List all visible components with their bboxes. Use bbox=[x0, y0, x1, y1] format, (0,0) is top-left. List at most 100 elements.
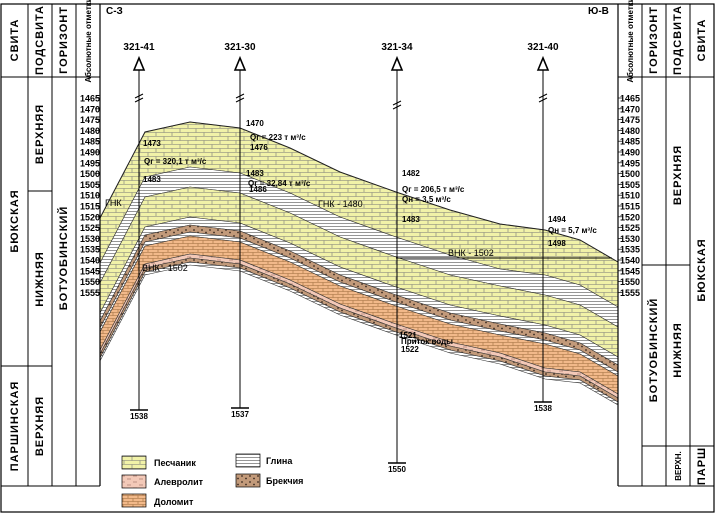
header-podsvita-left: ПОДСВИТА bbox=[34, 5, 46, 75]
left-svita-byukskaya: БЮКСКАЯ bbox=[9, 189, 21, 252]
well-marker-icon bbox=[390, 55, 404, 71]
well-label: 321-40 bbox=[527, 42, 559, 53]
depth-tick-left: 1465 bbox=[80, 94, 100, 104]
well-annotation: 1483 bbox=[143, 175, 161, 184]
direction-right: Ю-В bbox=[588, 6, 609, 17]
depth-tick-right: 1520 bbox=[620, 212, 640, 222]
well-marker-icon bbox=[132, 55, 146, 71]
depth-tick-right: 1500 bbox=[620, 169, 640, 179]
well-annotation: Qн = 5,7 м³/с bbox=[548, 226, 597, 235]
contact-vnk-left: ВНК - 1502 bbox=[142, 263, 188, 273]
depth-tick-right: 1550 bbox=[620, 277, 640, 287]
well-label: 321-30 bbox=[224, 42, 256, 53]
well-bottom-depth: 1537 bbox=[231, 410, 249, 419]
depth-tick-left: 1505 bbox=[80, 180, 100, 190]
well-321-40: 321-40 1538 1494 Qн = 5,7 м³/с 1498 bbox=[527, 42, 597, 413]
depth-tick-left: 1475 bbox=[80, 115, 100, 125]
legend-swatch-dolomite bbox=[121, 493, 147, 508]
right-svita-parsh: ПАРШ bbox=[696, 447, 708, 485]
fluid-contacts: ГНК ГНК - 1480 ВНК - 1502 ВНК - 1502 bbox=[105, 198, 612, 273]
header-svita-right: СВИТА bbox=[696, 19, 708, 62]
well-break-icon bbox=[538, 93, 548, 103]
legend-label-dolomite: Доломит bbox=[154, 497, 194, 507]
left-podsvita-upper-2: ВЕРХНЯЯ bbox=[34, 396, 46, 456]
depth-tick-left: 1510 bbox=[80, 191, 100, 201]
direction-left: С-З bbox=[106, 6, 123, 17]
right-podsvita-lower: НИЖНЯЯ bbox=[672, 322, 684, 378]
depth-tick-right: 1540 bbox=[620, 256, 640, 266]
well-annotation: 1483 bbox=[402, 215, 420, 224]
well-break-icon bbox=[134, 93, 144, 103]
contact-gnk-left: ГНК bbox=[105, 198, 122, 208]
well-321-41: 321-41 1538 1473 Qг = 320,1 т м³/с 1483 bbox=[123, 42, 206, 421]
well-marker-icon bbox=[536, 55, 550, 71]
well-annotation: 1522 bbox=[401, 345, 419, 354]
well-annotation: Приток воды bbox=[401, 337, 453, 346]
depth-tick-left: 1480 bbox=[80, 126, 100, 136]
depth-tick-right: 1530 bbox=[620, 234, 640, 244]
header-abs-left: Абсолютные отметки bbox=[84, 0, 93, 83]
left-gorizont-botuobinsky: БОТУОБИНСКИЙ bbox=[57, 206, 70, 311]
legend-swatch-clay bbox=[235, 453, 261, 468]
well-annotation: 1521 bbox=[399, 331, 417, 340]
right-podsvita-upper-short: ВЕРХН. bbox=[674, 451, 683, 480]
depth-tick-left: 1545 bbox=[80, 266, 100, 276]
depth-tick-left: 1535 bbox=[80, 245, 100, 255]
header-svita-left: СВИТА bbox=[9, 19, 21, 62]
header-podsvita-right: ПОДСВИТА bbox=[672, 5, 684, 75]
depth-tick-right: 1545 bbox=[620, 266, 640, 276]
depth-tick-right: 1490 bbox=[620, 148, 640, 158]
legend: Песчаник Глина Алевролит Брекчия Доломит bbox=[121, 453, 303, 508]
depth-tick-right: 1485 bbox=[620, 137, 640, 147]
depth-tick-right: 1505 bbox=[620, 180, 640, 190]
frame-lines bbox=[0, 3, 715, 513]
depth-tick-left: 1485 bbox=[80, 137, 100, 147]
legend-label-siltstone: Алевролит bbox=[154, 477, 204, 487]
depth-tick-right: 1465 bbox=[620, 94, 640, 104]
legend-label-breccia: Брекчия bbox=[266, 476, 303, 486]
left-podsvita-upper: ВЕРХНЯЯ bbox=[34, 104, 46, 164]
well-bottom-depth: 1538 bbox=[130, 412, 148, 421]
depth-tick-right: 1510 bbox=[620, 191, 640, 201]
well-annotation: 1483 bbox=[246, 169, 264, 178]
header-gorizont-right: ГОРИЗОНТ bbox=[648, 6, 660, 74]
well-annotation: 1470 bbox=[246, 119, 264, 128]
depth-tick-right: 1515 bbox=[620, 202, 640, 212]
depth-tick-left: 1490 bbox=[80, 148, 100, 158]
well-bottom-depth: 1550 bbox=[388, 465, 406, 474]
depth-tick-right: 1475 bbox=[620, 115, 640, 125]
well-break-icon bbox=[392, 100, 402, 110]
right-svita-byukskaya: БЮКСКАЯ bbox=[696, 238, 708, 301]
well-321-34: 321-34 1550 1482 Qг = 206,5 т м³/сQн = 3,5 … bbox=[381, 42, 464, 474]
contact-gnk-mid: ГНК - 1480 bbox=[318, 199, 363, 209]
well-break-icon bbox=[235, 93, 245, 103]
contact-vnk-right: ВНК - 1502 bbox=[448, 248, 494, 258]
header-gorizont-left: ГОРИЗОНТ bbox=[58, 6, 70, 74]
depth-tick-right: 1535 bbox=[620, 245, 640, 255]
depth-tick-right: 1480 bbox=[620, 126, 640, 136]
right-podsvita-upper: ВЕРХНЯЯ bbox=[672, 145, 684, 205]
depth-tick-left: 1520 bbox=[80, 212, 100, 222]
well-annotation: 1482 bbox=[402, 169, 420, 178]
depth-tick-left: 1515 bbox=[80, 202, 100, 212]
legend-swatch-breccia bbox=[235, 473, 261, 488]
depth-tick-left: 1470 bbox=[80, 104, 100, 114]
well-annotation: Qг = 32,84 т м³/с bbox=[248, 179, 311, 188]
depth-tick-left: 1525 bbox=[80, 223, 100, 233]
well-label: 321-34 bbox=[381, 42, 413, 53]
well-annotation: Qн = 3,5 м³/с bbox=[402, 195, 451, 204]
legend-swatch-sandstone bbox=[121, 455, 147, 470]
legend-swatch-siltstone bbox=[121, 474, 147, 489]
well-annotation: 1498 bbox=[548, 239, 566, 248]
left-svita-parshinskaya: ПАРШИНСКАЯ bbox=[9, 381, 21, 472]
depth-tick-left: 1495 bbox=[80, 158, 100, 168]
depth-tick-left: 1530 bbox=[80, 234, 100, 244]
depth-tick-left: 1555 bbox=[80, 288, 100, 298]
well-label: 321-41 bbox=[123, 42, 155, 53]
well-annotation: 1476 bbox=[250, 143, 268, 152]
well-annotation: Qг = 223 т м³/с bbox=[250, 133, 306, 142]
depth-tick-left: 1500 bbox=[80, 169, 100, 179]
depth-tick-right: 1495 bbox=[620, 158, 640, 168]
